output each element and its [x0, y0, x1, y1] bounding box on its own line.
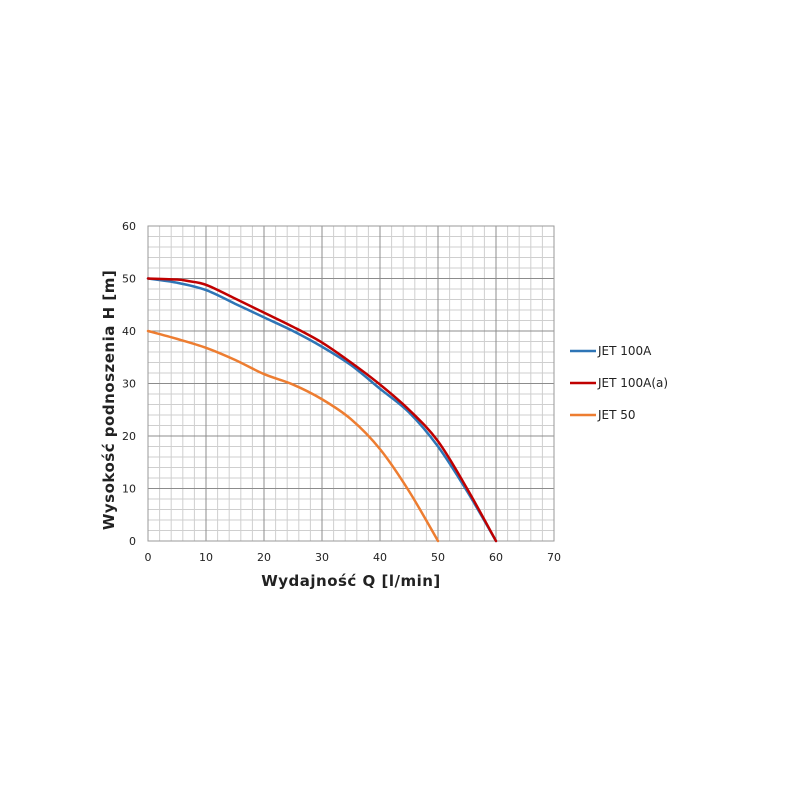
x-tick-label: 0 — [145, 551, 152, 564]
legend-label: JET 50 — [597, 408, 636, 422]
y-axis-title: Wysokość podnoszenia H [m] — [100, 270, 118, 530]
y-tick-label: 20 — [122, 430, 136, 443]
plot-area-frame — [147, 225, 555, 542]
x-tick-label: 20 — [257, 551, 271, 564]
legend: JET 100A JET 100A(a) JET 50 — [570, 344, 668, 422]
x-axis-title: Wydajność Q [l/min] — [261, 572, 441, 590]
y-tick-label: 40 — [122, 325, 136, 338]
y-tick-label: 0 — [129, 535, 136, 548]
x-tick-label: 40 — [373, 551, 387, 564]
series-line-jet-100a-a — [146, 277, 498, 543]
x-tick-label: 50 — [431, 551, 445, 564]
series-lines — [146, 277, 498, 543]
legend-label: JET 100A — [597, 344, 652, 358]
series-line-jet-100a — [146, 277, 498, 543]
y-tick-label: 10 — [122, 483, 136, 496]
y-tick-label: 60 — [122, 220, 136, 233]
x-tick-labels: 0 10 20 30 40 50 60 70 — [145, 551, 562, 564]
x-tick-label: 70 — [547, 551, 561, 564]
series-line-jet-50 — [146, 329, 440, 543]
x-tick-label: 10 — [199, 551, 213, 564]
major-grid — [147, 225, 555, 542]
x-tick-label: 30 — [315, 551, 329, 564]
x-tick-label: 60 — [489, 551, 503, 564]
legend-label: JET 100A(a) — [597, 376, 668, 390]
y-tick-label: 30 — [122, 378, 136, 391]
y-tick-labels: 0 10 20 30 40 50 60 — [122, 220, 136, 548]
y-tick-label: 50 — [122, 273, 136, 286]
